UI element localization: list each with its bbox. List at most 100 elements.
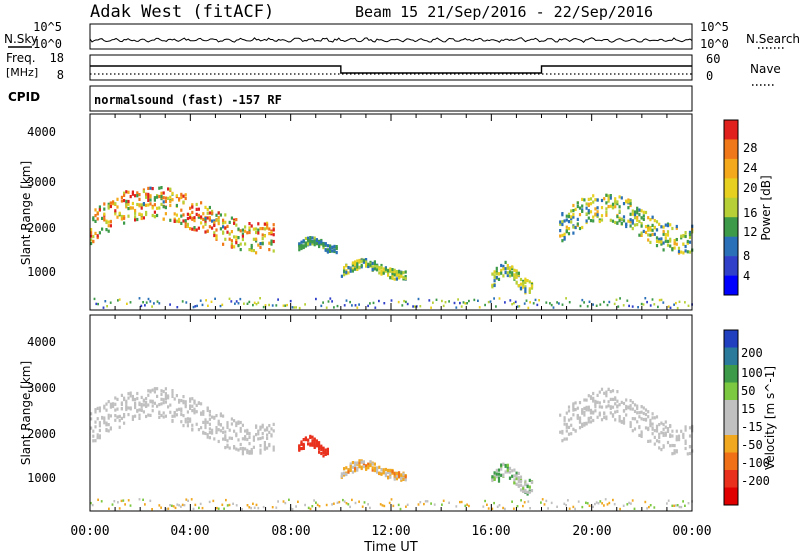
data-cell [153,203,156,207]
data-cell [362,258,365,262]
data-cell [255,237,258,241]
data-cell [382,267,385,271]
data-cell [180,399,183,403]
data-cell [123,193,126,197]
data-cell [574,401,577,405]
data-cell [618,216,621,220]
data-cell [257,432,260,436]
data-cell [607,199,610,203]
data-cell [528,290,531,294]
data-cell [574,429,577,433]
ground-scatter-cell [534,298,537,302]
data-cell [664,233,667,237]
data-cell [497,479,501,483]
beam-date-title: Beam 15 21/Sep/2016 - 22/Sep/2016 [355,3,653,21]
data-cell [669,424,672,428]
data-cell [134,401,137,405]
data-cell [565,411,568,415]
data-cell [105,408,108,412]
ground-scatter-cell [498,297,501,300]
data-cell [167,396,170,400]
data-cell [140,203,143,207]
data-cell [180,409,183,413]
data-cell [664,420,667,424]
ground-scatter-cell [468,504,470,508]
data-cell [98,436,101,440]
data-cell [217,211,220,215]
data-cell [389,471,392,475]
ground-scatter-cell [399,507,402,511]
data-cell [398,270,401,274]
data-cell [169,403,172,407]
data-cell [636,404,639,408]
data-cell [563,232,566,236]
data-cell [669,434,672,438]
ground-scatter-cell [367,304,369,308]
data-cell [191,423,194,427]
ground-scatter-cell [595,501,598,504]
data-cell [576,217,579,221]
ground-scatter-cell [286,303,288,307]
data-cell [120,199,123,203]
data-cell [149,390,152,394]
data-cell [109,414,112,418]
data-cell [184,405,187,409]
data-cell [270,230,273,234]
data-cell [105,402,108,406]
data-cell [219,412,222,416]
ground-scatter-cell [588,300,591,303]
ground-scatter-cell [248,300,251,304]
data-cell [213,231,216,235]
data-cell [226,439,229,443]
ground-scatter-cell [646,507,648,510]
data-cell [570,209,573,213]
data-cell [393,472,396,476]
data-cell [90,417,93,421]
ground-scatter-cell [374,306,377,309]
data-cell [241,452,244,456]
data-cell [153,390,156,394]
data-cell [365,258,368,262]
data-cell [497,476,501,480]
ground-scatter-cell [117,299,119,302]
data-cell [567,232,571,236]
ground-scatter-cell [298,306,301,310]
data-cell [343,269,346,273]
ground-scatter-cell [138,297,141,300]
power-cb-tick-4: 4 [743,269,750,283]
data-cell [98,421,101,425]
data-cell [259,227,262,231]
data-cell [200,201,203,205]
ground-scatter-cell [667,305,670,308]
data-cell [585,219,588,223]
data-cell [622,409,626,413]
data-cell [629,203,632,208]
data-cell [107,429,110,433]
data-cell [248,226,251,230]
ground-scatter-cell [275,304,278,307]
ground-scatter-cell [401,304,404,307]
ground-scatter-cell [676,306,679,310]
data-cell [629,202,632,206]
data-cell [151,206,154,210]
data-cell [660,242,663,246]
data-cell [90,241,93,246]
data-cell [506,271,509,275]
data-cell [315,242,318,246]
data-cell [153,198,156,202]
data-cell [191,404,194,408]
ground-scatter-cell [513,302,515,305]
data-cell [517,284,520,288]
data-cell [524,490,527,494]
data-cell [219,213,222,217]
data-cell [206,207,209,212]
data-cell [313,442,316,446]
data-cell [206,435,209,439]
data-cell [248,228,251,232]
data-cell [178,217,181,221]
data-cell [647,415,650,419]
colorbar-segment [724,400,738,418]
ground-scatter-cell [448,300,450,303]
ground-scatter-cell [253,506,256,509]
data-cell [142,189,145,194]
